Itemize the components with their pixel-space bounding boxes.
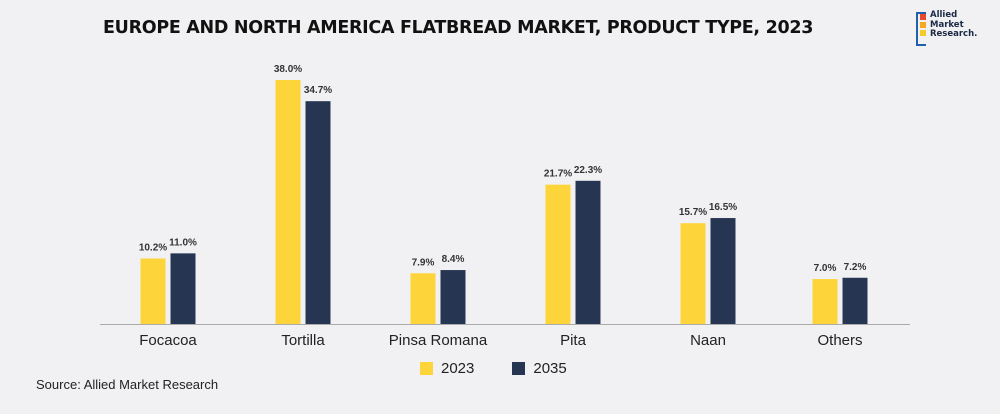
bar-tortilla-2035 [305,101,331,324]
bar-others-2035 [842,277,868,324]
tick-label-pinsa-romana: Pinsa Romana [389,332,488,349]
bar-naan-2035 [710,218,736,324]
tick-label-naan: Naan [690,332,726,349]
data-label-focacoa-2023: 10.2% [139,243,167,254]
bar-focacoa-2023 [140,258,166,324]
logo-frame [916,12,926,46]
data-label-tortilla-2035: 34.7% [304,85,332,96]
bar-pita-2023 [545,184,571,324]
data-label-pinsa-romana-2023: 7.9% [412,257,435,268]
tick-label-tortilla: Tortilla [281,332,325,349]
bar-pita-2035 [575,180,601,324]
data-label-pinsa-romana-2035: 8.4% [442,254,465,265]
bar-focacoa-2035 [170,253,196,324]
bar-naan-2023 [680,223,706,324]
tick-label-pita: Pita [560,332,587,349]
legend-swatch-2023 [420,362,433,375]
bar-others-2023 [812,279,838,324]
data-label-pita-2035: 22.3% [574,165,602,176]
bar-pinsa-romana-2035 [440,270,466,324]
legend: 2023 2035 [420,360,567,377]
logo-square-red [920,14,926,20]
tick-label-focacoa: Focacoa [139,332,197,349]
bar-pinsa-romana-2023 [410,273,436,324]
source-note: Source: Allied Market Research [36,377,219,392]
legend-swatch-2035 [512,362,526,375]
logo-square-orange [920,22,926,28]
logo-square-yellow [920,30,926,36]
data-label-others-2023: 7.0% [814,263,837,274]
data-label-naan-2023: 15.7% [679,207,707,218]
legend-item-2035: 2035 [512,360,567,377]
data-label-pita-2023: 21.7% [544,169,572,180]
legend-item-2023: 2023 [420,360,474,377]
data-label-naan-2035: 16.5% [709,202,737,213]
data-label-tortilla-2023: 38.0% [274,64,302,75]
data-label-others-2035: 7.2% [844,262,867,273]
tick-label-others: Others [817,332,862,349]
logo-text: Allied Market Research. [930,10,978,39]
bar-tortilla-2023 [275,80,301,324]
data-label-focacoa-2035: 11.0% [169,237,197,248]
allied-market-research-logo: Allied Market Research. [914,8,992,50]
legend-label-2023: 2023 [441,360,475,377]
chart-title: EUROPE AND NORTH AMERICA FLATBREAD MARKE… [103,18,814,38]
legend-label-2035: 2035 [533,360,567,377]
